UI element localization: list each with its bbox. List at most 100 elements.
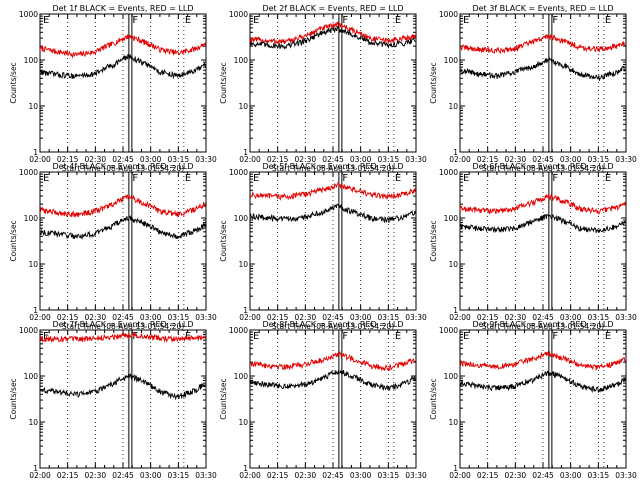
x-tick-label: 02:30	[295, 471, 317, 480]
y-tick-label: 1000	[439, 168, 458, 177]
marker-label: F	[132, 15, 138, 26]
x-tick-label: 02:30	[295, 155, 317, 164]
panel-5: Det 5f BLACK = Events, RED = LLD 1 10 100 10…	[219, 162, 427, 331]
x-tick-label: 02:30	[505, 313, 527, 322]
x-tick-label: 03:00	[140, 155, 162, 164]
panel-title: Det 8f BLACK = Events, RED = LLD	[262, 320, 403, 329]
marker-label: F	[342, 331, 348, 342]
panel-title: Det 4f BLACK = Events, RED = LLD	[52, 162, 193, 171]
y-axis-label: Counts/sec	[429, 378, 438, 419]
x-tick-label: 03:00	[140, 471, 162, 480]
events-series-line	[249, 203, 416, 224]
x-tick-label: 03:00	[140, 313, 162, 322]
marker-label: E	[185, 173, 191, 184]
y-tick-label: 1	[453, 306, 458, 315]
lld-series-line	[250, 350, 416, 372]
x-tick-label: 02:30	[85, 471, 107, 480]
y-axis-label: Counts/sec	[9, 62, 18, 103]
y-tick-label: 1	[33, 464, 38, 473]
x-tick-label: 03:30	[405, 471, 427, 480]
x-tick-label: 03:15	[378, 471, 400, 480]
lld-series-line	[459, 192, 626, 216]
marker-label: F	[342, 173, 348, 184]
y-tick-label: 1000	[19, 168, 38, 177]
x-tick-label: 03:15	[588, 313, 610, 322]
lld-series-line	[459, 33, 626, 55]
panel-6: Det 6f BLACK = Events, RED = LLD 1 10 100 10…	[429, 162, 637, 331]
marker-label: F	[132, 331, 138, 342]
panel-title: Det 6f BLACK = Events, RED = LLD	[472, 162, 613, 171]
y-tick-label: 100	[24, 372, 39, 381]
x-tick-label: 02:30	[295, 313, 317, 322]
panel-2: Det 2f BLACK = Events, RED = LLD 1 10 100 10…	[219, 4, 427, 173]
panel-4: Det 4f BLACK = Events, RED = LLD 1 10 100 10…	[9, 162, 217, 331]
x-tick-label: 03:30	[615, 155, 637, 164]
events-series-line	[249, 25, 416, 50]
x-tick-label: 02:15	[267, 313, 289, 322]
y-tick-label: 10	[28, 260, 38, 269]
x-tick-label: 03:30	[195, 155, 217, 164]
x-tick-label: 02:45	[112, 155, 134, 164]
x-tick-label: 03:00	[560, 313, 582, 322]
y-tick-label: 1	[453, 464, 458, 473]
x-tick-label: 03:30	[405, 155, 427, 164]
x-tick-label: 02:15	[267, 155, 289, 164]
x-tick-label: 02:15	[57, 471, 79, 480]
x-tick-label: 03:00	[350, 471, 372, 480]
panel-9: Det 9f BLACK = Events, RED = LLD 1 10 100 10…	[429, 320, 637, 484]
x-tick-label: 03:00	[560, 155, 582, 164]
y-tick-label: 10	[28, 418, 38, 427]
marker-label: F	[552, 15, 558, 26]
events-series-line	[459, 370, 626, 394]
y-tick-label: 100	[444, 214, 459, 223]
events-series-line	[39, 373, 206, 401]
marker-label: E	[185, 331, 191, 342]
x-tick-label: 02:30	[85, 313, 107, 322]
x-tick-label: 03:30	[195, 471, 217, 480]
x-tick-label: 02:00	[239, 471, 261, 480]
events-series-line	[249, 369, 416, 391]
y-tick-label: 1000	[19, 10, 38, 19]
panel-7: Det 7f BLACK = Events, RED = LLD 1 10 100 10…	[9, 320, 217, 484]
panel-1: Det 1f BLACK = Events, RED = LLD 1 10 100 10…	[9, 4, 217, 173]
marker-label: E	[395, 331, 401, 342]
marker-label: E	[43, 173, 49, 184]
y-tick-label: 1	[453, 148, 458, 157]
x-tick-label: 02:15	[477, 313, 499, 322]
x-tick-label: 03:15	[378, 155, 400, 164]
x-tick-label: 02:00	[29, 471, 51, 480]
x-tick-label: 02:00	[239, 313, 261, 322]
x-tick-label: 02:15	[267, 471, 289, 480]
panel-title: Det 7f BLACK = Events, RED = LLD	[52, 320, 193, 329]
x-tick-label: 02:45	[532, 313, 554, 322]
x-tick-label: 03:30	[615, 313, 637, 322]
lld-series-line	[39, 34, 206, 59]
lld-series-line	[459, 350, 626, 371]
marker-label: E	[463, 173, 469, 184]
y-axis-label: Counts/sec	[9, 378, 18, 419]
events-series-line	[459, 213, 626, 234]
x-tick-label: 02:00	[29, 313, 51, 322]
x-tick-label: 02:45	[322, 471, 344, 480]
x-tick-label: 03:15	[588, 471, 610, 480]
marker-label: E	[463, 331, 469, 342]
x-tick-label: 02:15	[57, 313, 79, 322]
x-tick-label: 02:45	[532, 155, 554, 164]
lld-series-line	[249, 21, 416, 45]
x-tick-label: 02:45	[322, 313, 344, 322]
x-tick-label: 03:00	[560, 471, 582, 480]
x-tick-label: 03:15	[168, 313, 190, 322]
x-tick-label: 02:45	[112, 313, 134, 322]
y-tick-label: 1000	[229, 168, 248, 177]
events-series-line	[459, 56, 626, 81]
y-axis-label: Counts/sec	[219, 220, 228, 261]
panel-3: Det 3f BLACK = Events, RED = LLD 1 10 100 10…	[429, 4, 637, 173]
marker-label: E	[185, 15, 191, 26]
x-axis-label: Start Time (08-Aug-13 01:54:20)	[272, 164, 394, 173]
y-tick-label: 100	[444, 372, 459, 381]
x-tick-label: 03:15	[168, 155, 190, 164]
y-tick-label: 100	[234, 56, 249, 65]
marker-label: E	[395, 173, 401, 184]
